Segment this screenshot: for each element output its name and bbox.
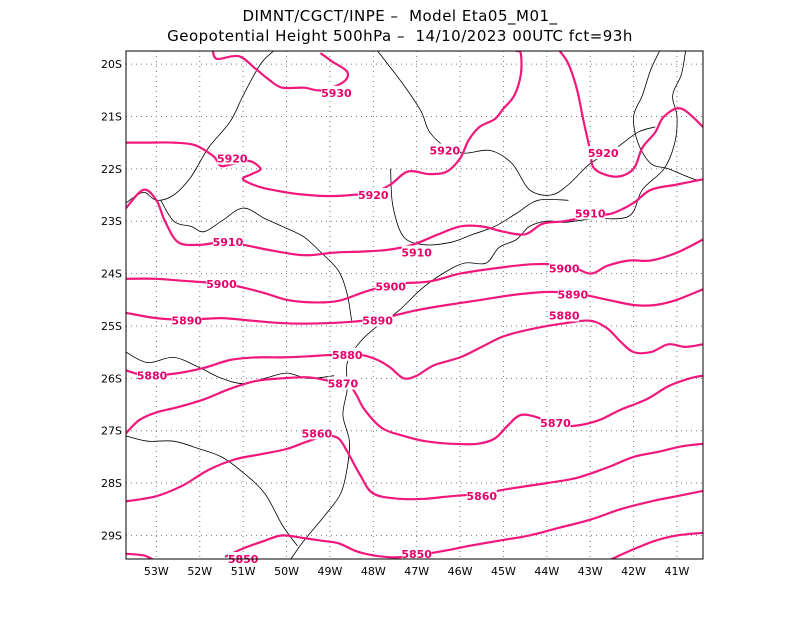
contour-label: 5930 — [321, 87, 352, 100]
lon-tick-label: 44W — [534, 565, 559, 578]
contour-label: 5880 — [549, 309, 580, 322]
grid-lines — [126, 51, 703, 559]
contour-label: 5850 — [401, 548, 432, 561]
contour-label: 5900 — [206, 278, 237, 291]
contour-5930 — [211, 51, 350, 92]
lon-tick-label: 53W — [144, 565, 169, 578]
contour-5850 — [224, 489, 703, 559]
lat-tick-label: 26S — [101, 372, 122, 385]
contour-label-bg — [375, 279, 406, 293]
coastline-2 — [160, 200, 352, 321]
lat-tick-label: 24S — [101, 268, 122, 281]
contour-label: 5890 — [558, 289, 589, 302]
contour-label-bg — [557, 287, 588, 301]
lon-tick-label: 46W — [448, 565, 473, 578]
contour-5870 — [126, 374, 703, 446]
contour-label-bg — [575, 206, 606, 220]
contour-label-bg — [171, 313, 202, 327]
contour-label-bg — [321, 85, 352, 99]
lon-tick-label: 45W — [491, 565, 516, 578]
contour-label-bg — [206, 277, 237, 291]
lat-tick-label: 22S — [101, 163, 122, 176]
contour-label: 5920 — [430, 145, 461, 158]
contour-label-bg — [301, 426, 332, 440]
contour-label: 5920 — [588, 147, 619, 160]
contour-label-bg — [217, 151, 248, 165]
contour-label-bg — [588, 146, 619, 160]
lat-tick-label: 25S — [101, 320, 122, 333]
contour-5910 — [126, 178, 703, 257]
contour-label: 5880 — [332, 349, 363, 362]
contour-label: 5870 — [328, 378, 359, 391]
coastline-7 — [633, 51, 703, 181]
lon-tick-label: 49W — [317, 565, 342, 578]
contour-labels: 5930 5920 5920 5920 5920 5910 5910 5910 5900 5900… — [137, 85, 619, 566]
coastline-4 — [126, 435, 298, 547]
lat-tick-label: 27S — [101, 425, 122, 438]
lat-tick-label: 29S — [101, 529, 122, 542]
contour-5850 — [610, 531, 703, 559]
contour-label: 5900 — [375, 281, 406, 294]
map-title-line-1: DIMNT/CGCT/INPE – Model Eta05_M01_ — [242, 7, 558, 25]
contour-5920 — [558, 51, 703, 178]
latitude-tick-labels: 20S 21S 22S 23S 24S 25S 26S 27S 28S 29S — [101, 58, 122, 542]
coastline-6 — [390, 168, 569, 246]
contour-label-bg — [549, 261, 580, 275]
contour-5850 — [126, 552, 154, 559]
contour-label-bg — [332, 347, 363, 361]
contour-label-bg — [466, 489, 497, 503]
contour-label-bg — [362, 313, 393, 327]
lon-tick-label: 52W — [187, 565, 212, 578]
contour-label: 5910 — [213, 236, 244, 249]
lon-tick-label: 42W — [621, 565, 646, 578]
contour-label: 5910 — [575, 207, 606, 220]
contour-label: 5920 — [217, 152, 248, 165]
contour-label: 5860 — [466, 490, 497, 503]
contour-label-bg — [401, 546, 432, 560]
contour-label-bg — [327, 376, 358, 390]
lat-tick-label: 20S — [101, 58, 122, 71]
coastline-1 — [126, 51, 274, 204]
coastline-0 — [290, 51, 686, 559]
contour-5920 — [126, 51, 523, 198]
lon-tick-label: 51W — [231, 565, 256, 578]
coastline-5 — [377, 51, 656, 196]
contour-label-bg — [429, 143, 460, 157]
lat-tick-label: 28S — [101, 477, 122, 490]
contour-label-bg — [137, 368, 168, 382]
contour-5880 — [126, 319, 703, 380]
contour-label: 5860 — [302, 427, 333, 440]
contour-label: 5920 — [358, 189, 389, 202]
lon-tick-label: 48W — [361, 565, 386, 578]
lon-tick-label: 41W — [665, 565, 690, 578]
contour-label: 5910 — [401, 247, 432, 260]
contour-5890 — [126, 288, 703, 325]
contour-label-bg — [540, 415, 571, 429]
longitude-tick-labels: 53W 52W 51W 50W 49W 48W 47W 46W 45W 44W 43W 42W 41W — [144, 565, 690, 578]
lat-tick-label: 23S — [101, 215, 122, 228]
map-title-line-2: Geopotential Height 500hPa – 14/10/2023 … — [167, 27, 633, 45]
lat-tick-label: 21S — [101, 110, 122, 123]
map-frame — [125, 50, 704, 560]
contour-label: 5890 — [362, 315, 393, 328]
contour-label-bg — [549, 308, 580, 322]
lon-tick-label: 47W — [404, 565, 429, 578]
contour-label-bg — [358, 188, 389, 202]
lon-tick-label: 50W — [274, 565, 299, 578]
contour-label: 5880 — [137, 370, 168, 383]
contour-label: 5870 — [540, 417, 571, 430]
contour-label: 5900 — [549, 262, 580, 275]
lon-tick-label: 43W — [578, 565, 603, 578]
contour-label-bg — [401, 245, 432, 259]
contour-label-bg — [212, 235, 243, 249]
contour-5860 — [126, 434, 703, 503]
contour-label: 5890 — [171, 315, 202, 328]
coastline-3 — [126, 351, 335, 385]
